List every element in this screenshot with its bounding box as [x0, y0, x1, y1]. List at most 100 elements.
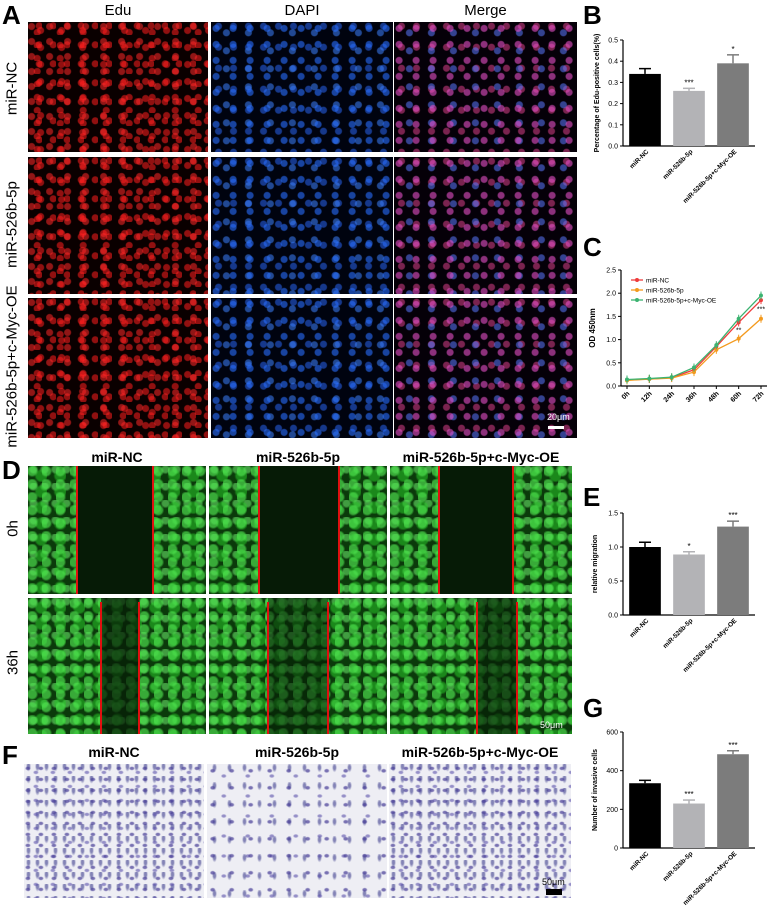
y-tick-label: 0.0: [608, 613, 618, 620]
f-col-header-mir-nc: miR-NC: [88, 744, 140, 760]
y-tick-label: 600: [606, 730, 618, 737]
x-category-label: miR-NC: [629, 148, 651, 170]
merge-image-mir-526b-cmyc: 20μm: [394, 298, 577, 438]
scale-bar-f: [546, 889, 562, 895]
data-point: [714, 347, 719, 352]
data-point: [625, 377, 629, 382]
bar: [717, 754, 749, 848]
panel-letter-b: B: [583, 0, 602, 30]
significance-mark: *: [731, 45, 734, 54]
y-tick-label: 0.4: [608, 59, 618, 66]
f-col-header-mir-526b-cmyc: miR-526b-5p+c-Myc-OE: [401, 744, 559, 760]
y-axis-label: Number of invasive cells: [592, 749, 599, 831]
merge-image-mir-nc: [394, 22, 577, 152]
bar: [717, 63, 749, 146]
y-tick-label: 1.0: [606, 337, 616, 344]
significance-mark: ***: [684, 78, 693, 87]
bar: [673, 803, 705, 848]
edu-image-mir-nc: [28, 22, 208, 152]
x-tick-label: 60h: [730, 390, 743, 403]
panel-letter-a: A: [2, 0, 21, 30]
chart-c-od450: 0.0 0.5 1.0 1.5 2.0 2.5 OD 450nm 0h 12h 24h 36h 48h…: [588, 268, 767, 404]
f-col-header-mir-526b: miR-526b-5p: [254, 744, 340, 760]
y-tick-label: 2.5: [606, 268, 616, 275]
legend-label: miR-526b-5p+c-Myc-OE: [646, 298, 717, 305]
y-axis-label: relative migration: [592, 535, 599, 593]
wound-image-mir-526b-36h: [209, 598, 387, 734]
y-axis-label: OD 450nm: [588, 308, 597, 348]
y-tick-label: 2.0: [606, 291, 616, 298]
chart-e-relative-migration: 0.0 0.5 1.0 1.5 relative migration miR-NC * miR…: [592, 511, 755, 674]
x-category-label: miR-NC: [629, 617, 651, 639]
y-tick-label: 0.3: [608, 80, 618, 87]
x-tick-label: 36h: [685, 390, 698, 403]
significance-mark: ***: [728, 511, 737, 520]
significance-mark: ***: [757, 306, 765, 313]
wound-image-mir-526b-cmyc-36h: 50μm: [390, 598, 572, 734]
data-point: [759, 298, 763, 303]
bar: [629, 73, 661, 146]
y-tick-label: 200: [606, 807, 618, 814]
y-tick-label: 400: [606, 768, 618, 775]
y-tick-label: 0.5: [608, 38, 618, 45]
bar: [673, 90, 705, 146]
data-point: [669, 375, 674, 380]
y-tick-label: 0.0: [608, 144, 618, 151]
wound-image-mir-nc-36h: [28, 598, 206, 734]
data-point: [736, 316, 741, 321]
y-tick-label: 0.0: [606, 384, 616, 391]
legend-label: miR-NC: [646, 278, 669, 285]
bar: [629, 783, 661, 848]
data-point: [692, 370, 696, 375]
legend-marker: [635, 288, 639, 292]
data-point: [714, 343, 719, 348]
data-point: [692, 365, 696, 370]
legend-marker: [635, 298, 639, 302]
merge-image-mir-526b: [394, 157, 577, 294]
significance-mark: ***: [684, 790, 693, 799]
invasion-image-mir-526b: [207, 764, 387, 898]
panel-letter-g: G: [583, 693, 604, 723]
dapi-image-mir-526b: [211, 157, 393, 294]
y-tick-label: 1.0: [608, 545, 618, 552]
x-tick-label: 24h: [663, 390, 676, 403]
x-tick-label: 12h: [640, 390, 653, 403]
row-label-mir-526b-cmyc: miR-526b-5p+c-Myc-OE: [3, 285, 21, 448]
y-tick-label: 0.5: [606, 360, 616, 367]
chart-g-invasive-cells: 0 200 400 600 Number of invasive cells miR-NC…: [592, 730, 755, 907]
y-tick-label: 0.5: [608, 579, 618, 586]
x-tick-label: 0h: [621, 390, 632, 401]
scale-label-f: 50μm: [542, 877, 565, 887]
panel-letter-d: D: [2, 455, 21, 485]
bar: [717, 526, 749, 615]
invasion-image-mir-526b-cmyc: 50μm: [389, 764, 571, 898]
row-label-mir-nc: miR-NC: [3, 61, 21, 116]
col-header-merge: Merge: [464, 2, 507, 19]
wound-image-mir-nc-0h: [28, 466, 206, 594]
data-point: [759, 293, 763, 298]
panel-letter-c: C: [583, 232, 602, 262]
panel-letter-f: F: [2, 740, 18, 770]
dapi-image-mir-526b-cmyc: [211, 298, 393, 438]
x-category-label: miR-NC: [629, 850, 651, 872]
y-tick-label: 1.5: [608, 511, 618, 518]
y-axis-label: Percentage of Edu-positive cells(%): [594, 34, 601, 153]
d-col-header-mir-526b-cmyc: miR-526b-5p+c-Myc-OE: [402, 449, 560, 465]
data-point: [647, 376, 652, 381]
row-label-mir-526b: miR-526b-5p: [3, 181, 21, 268]
y-tick-label: 0.1: [608, 122, 618, 129]
scale-label-d: 50μm: [540, 720, 563, 730]
edu-image-mir-526b: [28, 157, 208, 294]
invasion-image-mir-nc: [24, 764, 204, 898]
bar: [673, 554, 705, 615]
chart-b-edu-positive: 0.0 0.1 0.2 0.3 0.4 0.5 Percentage of Edu-posi…: [594, 34, 755, 205]
x-tick-label: 48h: [707, 390, 720, 403]
x-tick-label: 72h: [752, 390, 765, 403]
significance-mark: *: [687, 542, 690, 551]
legend-marker: [635, 278, 639, 282]
d-row-label-36h: 36h: [4, 649, 22, 676]
d-col-header-mir-526b: miR-526b-5p: [255, 449, 341, 465]
x-category-label: miR-526b-5p: [662, 617, 695, 650]
col-header-dapi: DAPI: [284, 2, 320, 19]
bar: [629, 547, 661, 615]
